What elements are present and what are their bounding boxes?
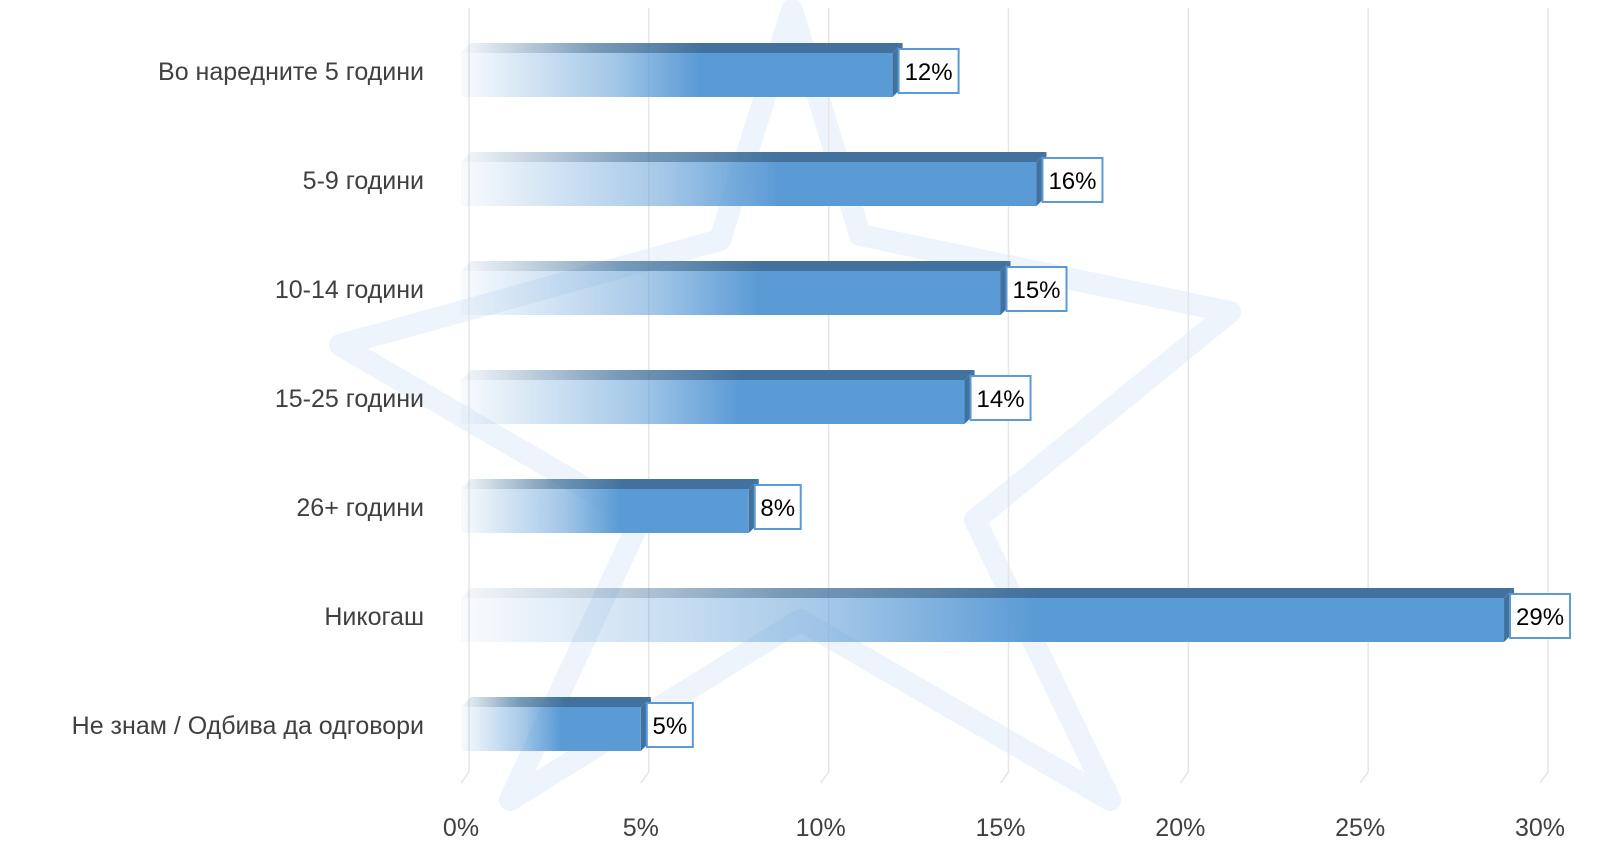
- grid-line-foot: [999, 771, 1010, 784]
- data-label: 5%: [645, 702, 694, 748]
- bar: [461, 697, 651, 751]
- data-labels: 12% 16% 15% 14% 8% 29% 5%: [645, 48, 1572, 748]
- bar-top-face: [461, 588, 1515, 598]
- grid-line-foot: [1179, 771, 1189, 784]
- data-label: 29%: [1509, 593, 1572, 639]
- category-label: 15-25 години: [275, 385, 424, 413]
- bar-top-face: [461, 697, 651, 707]
- bars: [461, 43, 1515, 751]
- grid-line-foot: [1539, 771, 1549, 784]
- data-label-text: 12%: [905, 59, 953, 86]
- bar-front-face: [461, 53, 893, 97]
- data-label-box: [897, 48, 960, 94]
- bar-front-face: [461, 598, 1505, 642]
- category-label: Не знам / Одбива да одговори: [72, 712, 424, 740]
- data-label-text: 15%: [1012, 277, 1060, 304]
- grid-line-foot: [820, 771, 830, 784]
- category-label: 5-9 години: [303, 167, 424, 195]
- data-label: 12%: [897, 48, 960, 94]
- bar: [461, 152, 1047, 206]
- bar: [461, 588, 1515, 642]
- data-label-text: 29%: [1516, 604, 1564, 631]
- grid-line-foot: [460, 771, 470, 784]
- data-label-box: [1509, 593, 1572, 639]
- category-label: 26+ години: [296, 494, 424, 522]
- x-tick-label: 10%: [796, 814, 846, 842]
- bar: [461, 261, 1011, 315]
- bar-top-face: [461, 479, 759, 489]
- data-label-text: 14%: [977, 386, 1025, 413]
- data-label-box: [753, 484, 802, 530]
- bar-top-face: [461, 261, 1011, 271]
- bar: [461, 43, 903, 97]
- x-tick-label: 30%: [1515, 814, 1565, 842]
- bar-top-face: [461, 43, 903, 53]
- data-label-box: [1005, 266, 1068, 312]
- bar-front-face: [461, 489, 749, 533]
- bar-front-face: [461, 162, 1037, 206]
- bar: [461, 370, 975, 424]
- x-tick-label: 20%: [1155, 814, 1205, 842]
- bar-front-face: [461, 380, 965, 424]
- data-label: 16%: [1041, 157, 1104, 203]
- grid-line-foot: [1359, 771, 1369, 784]
- data-label-text: 16%: [1048, 168, 1096, 195]
- data-label: 14%: [969, 375, 1032, 421]
- category-label: 10-14 години: [275, 276, 424, 304]
- category-label: Во наредните 5 години: [158, 58, 424, 86]
- category-label: Никогаш: [324, 603, 424, 631]
- x-axis-tick-labels: 0% 5% 10% 15% 20% 25% 30%: [443, 814, 1565, 842]
- x-tick-label: 5%: [623, 814, 659, 842]
- bar-front-face: [461, 271, 1001, 315]
- category-labels: Во наредните 5 години 5-9 години 10-14 год…: [72, 58, 424, 740]
- bar-front-face: [461, 707, 641, 751]
- grid-line-foot: [640, 771, 650, 784]
- bar-top-face: [461, 370, 975, 380]
- data-label-box: [1041, 157, 1104, 203]
- data-label-text: 5%: [652, 713, 687, 740]
- bar-top-face: [461, 152, 1047, 162]
- x-tick-label: 0%: [443, 814, 479, 842]
- data-label-box: [645, 702, 694, 748]
- data-label-box: [969, 375, 1032, 421]
- data-label: 15%: [1005, 266, 1068, 312]
- bar: [461, 479, 759, 533]
- data-label-text: 8%: [760, 495, 795, 522]
- x-tick-label: 25%: [1335, 814, 1385, 842]
- x-tick-label: 15%: [975, 814, 1025, 842]
- data-label: 8%: [753, 484, 802, 530]
